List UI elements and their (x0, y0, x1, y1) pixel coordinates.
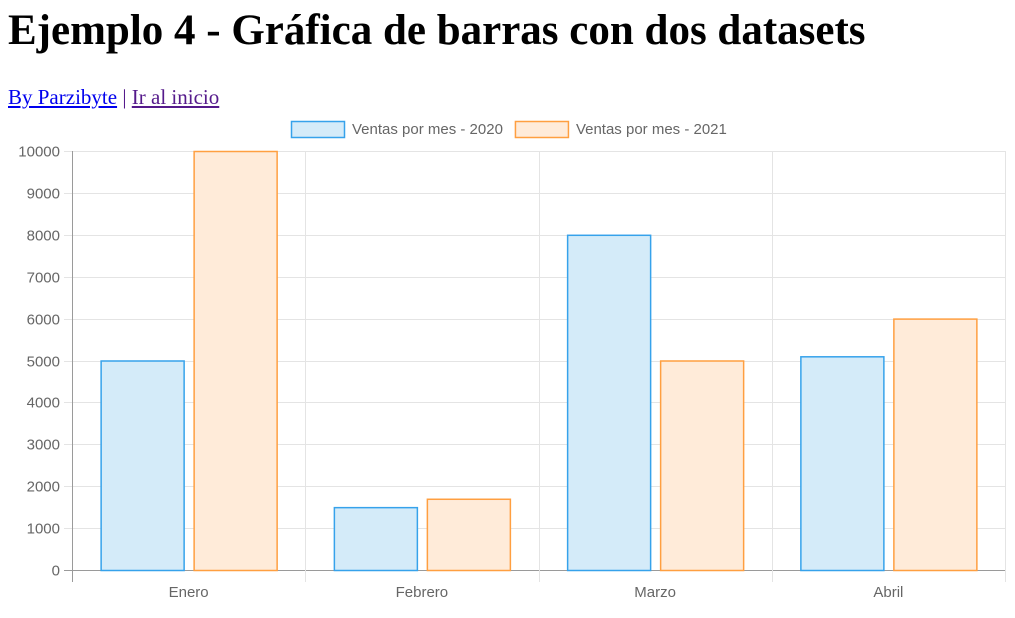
x-tick-label: Febrero (396, 584, 449, 601)
bar-series-2 (893, 318, 978, 572)
y-tick-label: 6000 (27, 312, 60, 329)
y-tick-label: 10000 (18, 144, 60, 161)
y-tick-label: 4000 (27, 395, 60, 412)
bar-series-2 (193, 150, 278, 572)
y-tick-label: 1000 (27, 521, 60, 538)
bar-series-2 (426, 498, 512, 572)
home-link[interactable]: Ir al inicio (131, 85, 220, 109)
bar-series-1 (100, 360, 185, 572)
x-tick-label: Enero (169, 584, 209, 601)
y-tick-label: 7000 (27, 270, 60, 287)
legend-swatch (514, 120, 570, 139)
legend-swatch (290, 120, 346, 139)
link-separator: | (122, 85, 127, 109)
y-tick-label: 0 (52, 563, 60, 580)
legend-label: Ventas por mes - 2020 (352, 121, 503, 138)
bar-series-2 (659, 360, 745, 572)
x-tick-label: Abril (873, 584, 903, 601)
page-title: Ejemplo 4 - Gráfica de barras con dos da… (8, 7, 866, 54)
bar-series-1 (566, 234, 652, 572)
legend-label: Ventas por mes - 2021 (576, 121, 727, 138)
bar-series-1 (333, 506, 419, 572)
author-link[interactable]: By Parzibyte (8, 85, 118, 109)
x-tick-label: Marzo (634, 584, 676, 601)
y-tick-label: 3000 (27, 437, 60, 454)
bar-series-1 (800, 356, 885, 572)
y-tick-label: 2000 (27, 479, 60, 496)
y-tick-label: 9000 (27, 186, 60, 203)
y-tick-label: 5000 (27, 354, 60, 371)
y-tick-label: 8000 (27, 228, 60, 245)
nav-links: By Parzibyte | Ir al inicio (8, 84, 219, 110)
